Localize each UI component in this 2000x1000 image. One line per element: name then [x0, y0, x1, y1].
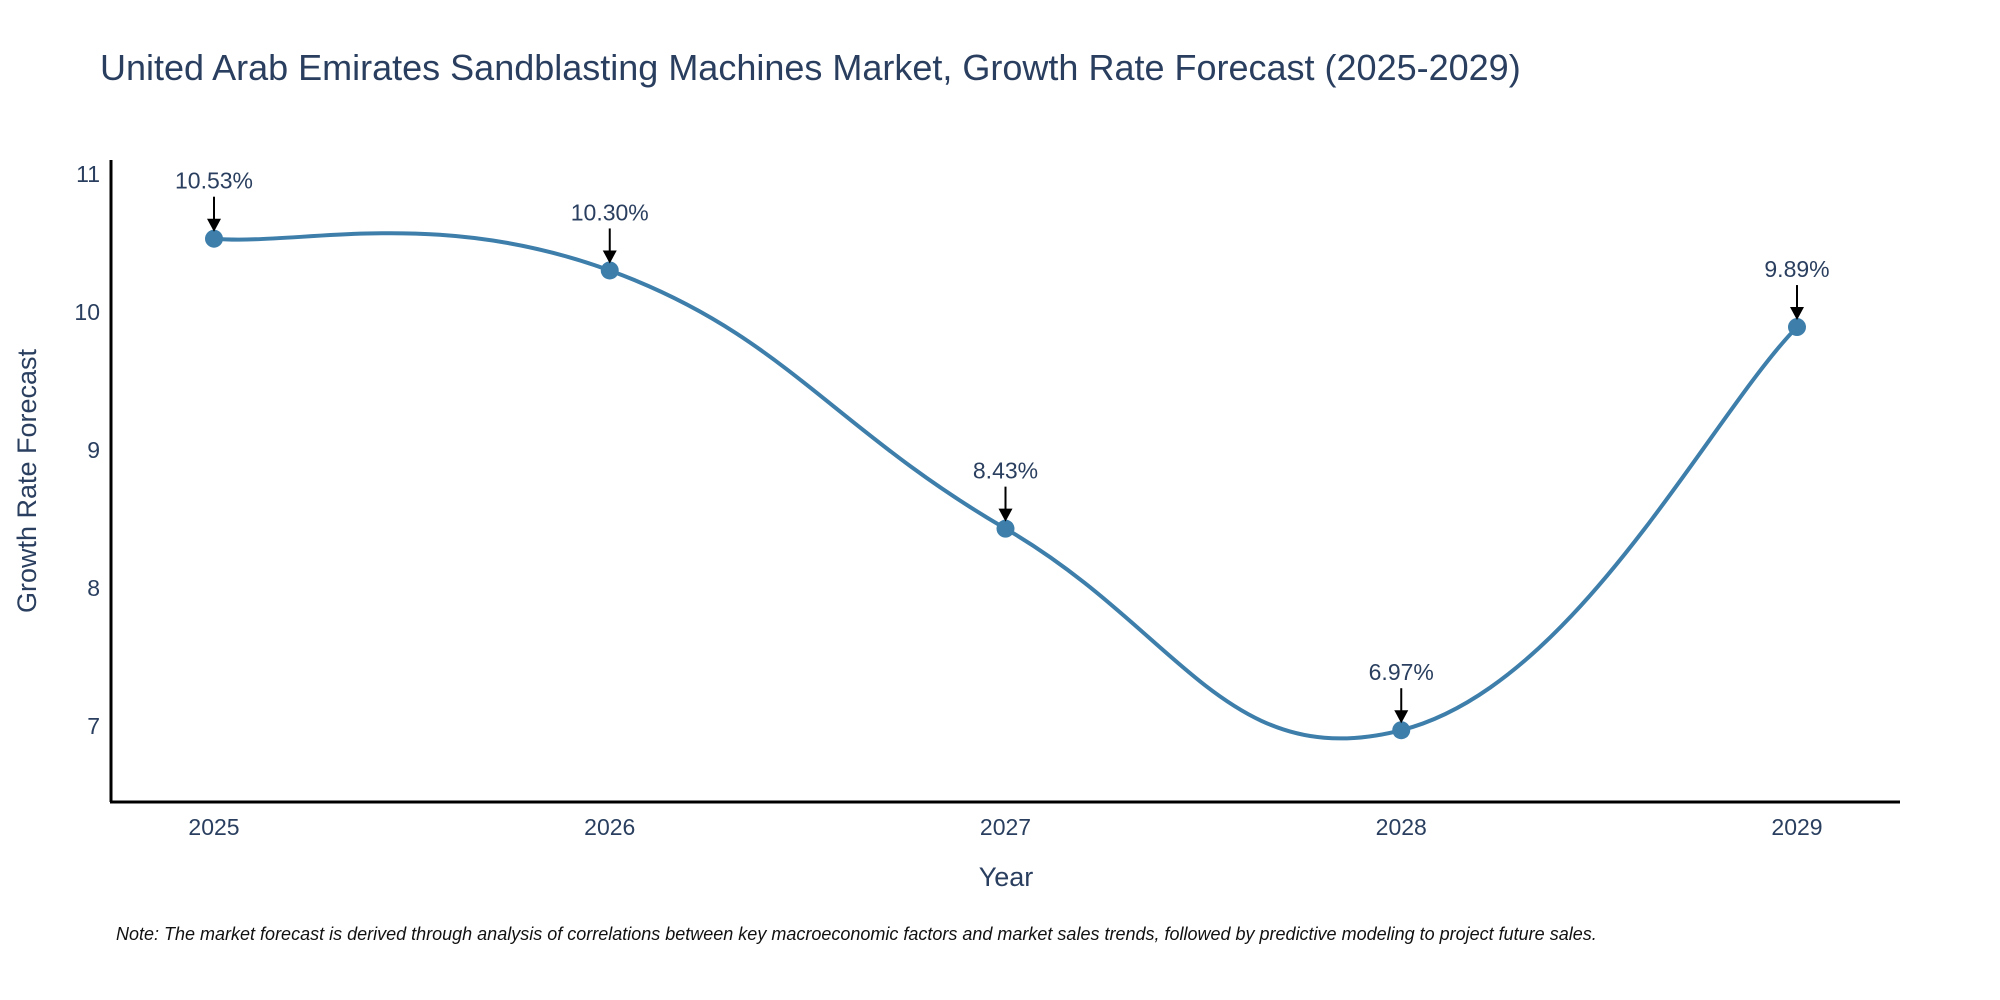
chart-title: United Arab Emirates Sandblasting Machin…	[100, 47, 1521, 88]
x-tick-label: 2026	[584, 814, 635, 840]
data-label-annotations: 10.53% 10.30% 8.43% 6.97% 9.89%	[175, 168, 1830, 724]
data-label: 9.89%	[1764, 256, 1829, 282]
y-tick-label: 10	[74, 299, 100, 325]
y-axis-title: Growth Rate Forecast	[12, 348, 42, 613]
annotation-arrow-head	[207, 218, 221, 232]
y-tick-label: 11	[76, 161, 100, 187]
y-tick-label: 9	[87, 437, 100, 463]
x-axis-title: Year	[979, 862, 1034, 892]
data-point-marker	[600, 261, 619, 280]
x-tick-label: 2027	[980, 814, 1031, 840]
y-axis-ticks: 7 8 9 10 11	[74, 161, 100, 739]
footnote: Note: The market forecast is derived thr…	[116, 924, 1597, 944]
y-tick-label: 8	[87, 575, 100, 601]
x-tick-label: 2028	[1376, 814, 1427, 840]
x-tick-label: 2029	[1771, 814, 1822, 840]
data-point-marker	[205, 229, 223, 248]
y-tick-label: 7	[87, 713, 100, 739]
annotation-arrow-head	[998, 508, 1013, 522]
annotation-arrow-head	[1790, 307, 1804, 321]
data-markers	[205, 229, 1806, 740]
x-tick-label: 2025	[188, 814, 239, 840]
annotation-arrow-head	[602, 250, 617, 264]
data-point-marker	[1788, 318, 1806, 337]
annotation-arrow-head	[1394, 710, 1409, 724]
series-line-growth-rate	[213, 231, 1799, 741]
x-axis-ticks: 2025 2026 2027 2028 2029	[188, 814, 1822, 840]
data-label: 8.43%	[973, 458, 1038, 484]
data-label: 6.97%	[1369, 659, 1434, 685]
data-label: 10.53%	[175, 168, 253, 194]
data-point-marker	[1392, 721, 1411, 740]
data-label: 10.30%	[571, 199, 649, 225]
data-point-marker	[996, 519, 1015, 538]
